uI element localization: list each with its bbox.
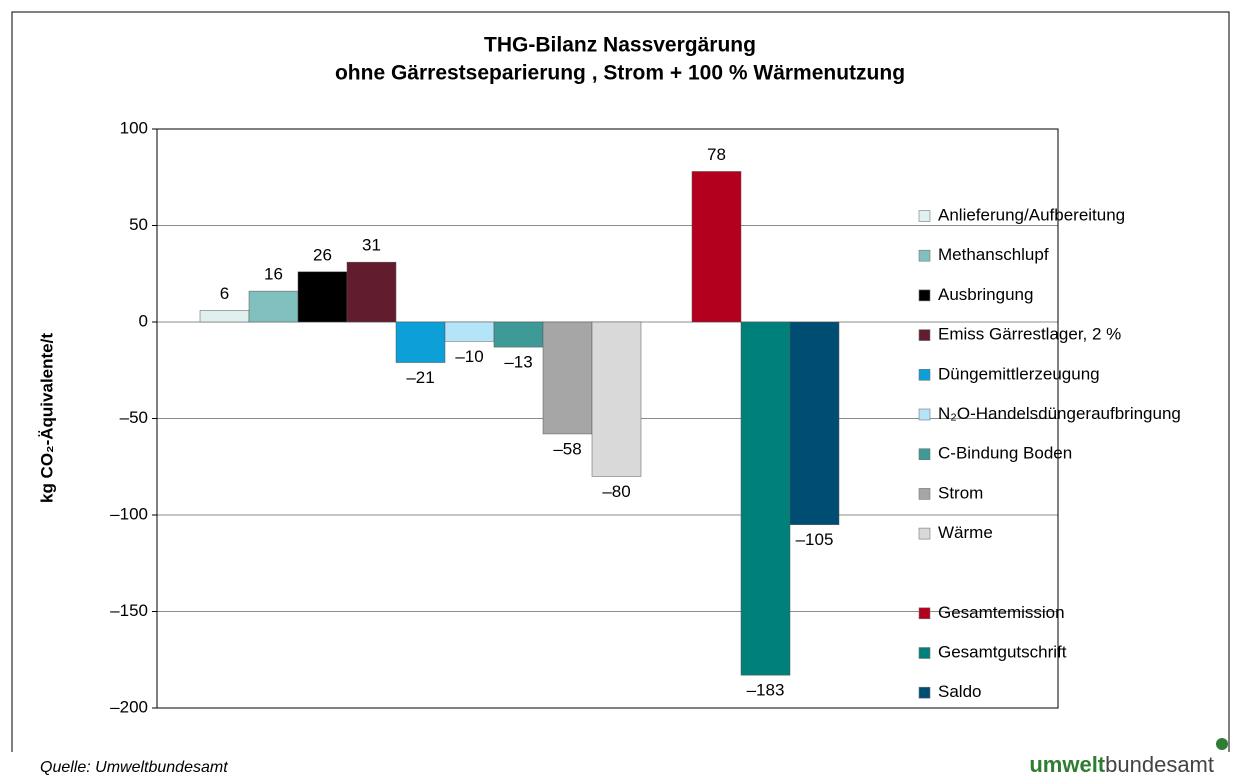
legend-label: Gesamtgutschrift [938,642,1067,661]
y-tick-label: 100 [120,118,148,137]
bar [199,310,250,323]
legend-swatch [918,329,931,341]
legend-label: Methanschlupf [938,245,1049,264]
bar [591,321,642,477]
bar [444,321,495,342]
legend-label: Gesamtemission [938,603,1065,622]
legend-swatch [918,408,931,421]
bar [297,271,348,323]
frame [11,11,1230,752]
legend-label: N₂O-Handelsdüngeraufbringung [938,404,1181,423]
data-label: –21 [406,368,434,387]
data-label: –10 [455,347,483,366]
bar [346,261,397,323]
legend-swatch [918,210,931,222]
bar [248,290,299,323]
y-tick-label: –100 [110,504,148,523]
y-tick-label: 0 [139,311,148,330]
legend-swatch [918,607,931,620]
plot-frame [156,128,1059,709]
y-axis-label: kg CO₂-Äquivalente/t [37,333,56,503]
logo-icon [1216,738,1228,750]
y-tick-label: –200 [110,697,148,716]
legend-swatch [918,289,931,302]
bar [789,321,840,525]
y-tick-label: 50 [129,215,148,234]
legend-label: Strom [938,483,983,502]
data-label: –183 [747,681,785,700]
data-label: 16 [264,265,283,284]
data-label: 26 [313,245,332,264]
legend-swatch [918,527,931,540]
source: Quelle: Umweltbundesamt [40,759,228,776]
logo: umweltbundesamt [1029,752,1214,777]
bar [691,171,742,323]
legend-swatch [918,686,931,699]
legend-label: Saldo [938,682,981,701]
chart-title: ohne Gärrestseparierung , Strom + 100 % … [335,62,905,85]
legend-label: Wärme [938,523,993,542]
legend-swatch [918,448,931,461]
data-label: –80 [602,482,630,501]
y-tick-label: –50 [120,408,148,427]
legend-label: Düngemittlerzeugung [938,364,1100,383]
legend-swatch [918,647,931,659]
bar [493,321,544,348]
data-label: –13 [504,353,532,372]
legend-label: Ausbringung [938,285,1033,304]
legend-label: Anlieferung/Aufbereitung [938,205,1125,224]
data-label: –105 [796,530,834,549]
legend-swatch [918,368,931,381]
bar [542,321,593,435]
legend-swatch [918,249,931,262]
logo-part: bundesamt [1105,752,1214,777]
data-label: 78 [707,145,726,164]
data-label: 6 [220,284,229,303]
data-label: 31 [362,236,381,255]
bar [740,321,791,676]
logo-part: umwelt [1029,752,1105,777]
chart-title: THG-Bilanz Nassvergärung [484,34,756,57]
legend-swatch [918,488,931,500]
bar [395,321,446,363]
y-tick-label: –150 [110,601,148,620]
data-label: –58 [553,439,581,458]
legend-label: C-Bindung Boden [938,444,1072,463]
legend-label: Emiss Gärrestlager, 2 % [938,325,1121,344]
